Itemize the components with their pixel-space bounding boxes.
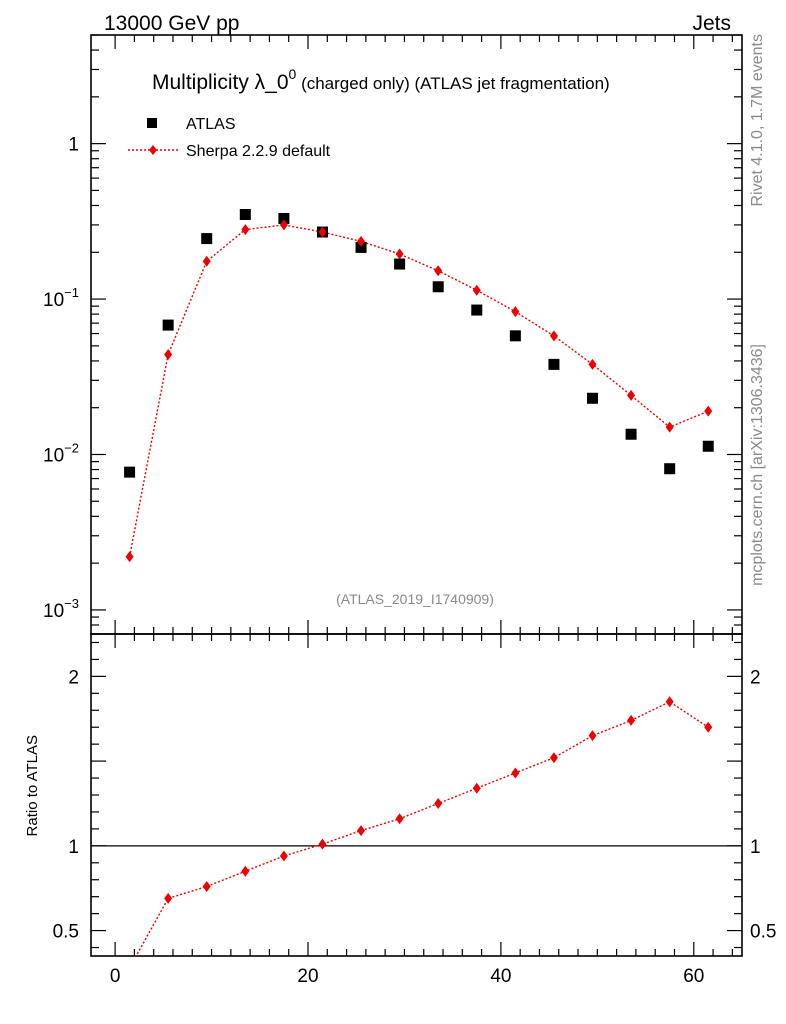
ratio-series	[135, 696, 713, 956]
sherpa-data-point	[549, 330, 558, 342]
main-panel-ticks	[91, 34, 742, 635]
legend-sherpa-label: Sherpa 2.2.9 default	[186, 143, 331, 160]
sherpa-data-point	[357, 235, 366, 247]
main-y-tick-label: 10−2	[43, 440, 79, 466]
ratio-data-point	[241, 865, 250, 877]
ratio-data-point	[627, 714, 636, 726]
main-y-tick-exponent: −3	[64, 596, 79, 611]
main-y-tick-exponent: −1	[64, 285, 79, 300]
sherpa-data-point	[241, 224, 250, 236]
atlas-data-point	[394, 258, 406, 270]
mcplots-label: mcplots.cern.ch [arXiv:1306.3436]	[749, 344, 766, 586]
legend-atlas-marker	[147, 118, 157, 128]
atlas-data-point	[278, 212, 290, 224]
plot-title: Multiplicity λ_00 (charged only) (ATLAS …	[152, 66, 610, 94]
atlas-data-point	[664, 463, 676, 475]
ratio-line	[135, 700, 709, 956]
sherpa-data-point	[665, 421, 674, 433]
main-y-tick-label: 10−3	[43, 596, 79, 622]
atlas-data-point	[587, 392, 599, 404]
ratio-data-point	[357, 825, 366, 837]
x-tick-label: 0	[110, 966, 121, 987]
ratio-data-point	[588, 730, 597, 742]
sherpa-data-point	[511, 306, 520, 318]
main-panel: 110−110−210−3 Multiplicity λ_00 (charged…	[43, 34, 743, 635]
sherpa-data-point	[627, 389, 636, 401]
atlas-data-point	[702, 440, 714, 452]
main-y-tick-base: 1	[68, 135, 79, 156]
ratio-panel-ticks	[91, 634, 742, 956]
ratio-y-tick-label-left: 1	[68, 837, 79, 858]
ratio-y-tick-label-left: 0.5	[53, 922, 79, 943]
ratio-data-point	[511, 767, 520, 779]
sherpa-data-point	[395, 248, 404, 260]
atlas-data-point	[509, 330, 521, 342]
legend-sherpa-marker	[149, 145, 157, 155]
ratio-data-point	[704, 721, 713, 733]
sherpa-data-point	[202, 255, 211, 267]
main-y-tick-label: 1	[68, 135, 79, 156]
plot-title-rest: (charged only) (ATLAS jet fragmentation)	[296, 74, 609, 93]
ratio-y-tick-label-left: 2	[68, 667, 79, 688]
ratio-data-layer	[91, 696, 742, 956]
atlas-data-point	[124, 466, 136, 478]
main-y-tick-exponent: −2	[64, 440, 79, 455]
atlas-data-point	[625, 428, 637, 440]
header-left-label: 13000 GeV pp	[104, 12, 239, 35]
main-y-tick-base: 10	[43, 290, 64, 311]
atlas-data-point	[201, 233, 213, 245]
x-tick-label: 60	[683, 966, 704, 987]
ratio-data-point	[164, 892, 173, 904]
sherpa-data-point	[472, 284, 481, 296]
sherpa-data-point	[279, 219, 288, 231]
main-y-tick-label: 10−1	[43, 285, 79, 311]
plot-title-main: Multiplicity λ_0	[152, 71, 289, 94]
x-tick-labels: 0 20 40 60	[110, 966, 705, 987]
ratio-panel-frame	[90, 633, 743, 957]
sherpa-data-point	[434, 265, 443, 277]
main-y-tick-base: 10	[43, 445, 64, 466]
ratio-data-point	[549, 752, 558, 764]
rivet-version-label: Rivet 4.1.0, 1.7M events	[749, 34, 766, 207]
ratio-data-point	[395, 813, 404, 825]
sherpa-data-point	[164, 348, 173, 360]
ratio-y-tick-label-right: 0.5	[750, 922, 776, 943]
analysis-label: (ATLAS_2019_I1740909)	[336, 591, 494, 607]
sherpa-data-point	[704, 405, 713, 417]
sherpa-data-point	[588, 358, 597, 370]
x-tick-label: 40	[490, 966, 511, 987]
ratio-y-axis-label: Ratio to ATLAS	[24, 735, 41, 836]
atlas-data-point	[548, 358, 560, 370]
atlas-data-point	[432, 281, 444, 293]
ratio-y-tick-label-right: 1	[750, 837, 761, 858]
ratio-data-point	[318, 838, 327, 850]
ratio-data-point	[472, 782, 481, 794]
sherpa-data-point	[318, 226, 327, 238]
atlas-data-point	[239, 209, 251, 221]
sherpa-line	[128, 224, 709, 557]
legend-atlas-label: ATLAS	[186, 116, 236, 133]
atlas-data-point	[355, 241, 367, 253]
legend: ATLAS Sherpa 2.2.9 default	[128, 116, 331, 160]
main-y-tick-base: 10	[43, 601, 64, 622]
x-tick-label: 20	[297, 966, 318, 987]
ratio-data-point	[665, 696, 674, 708]
header-right-label: Jets	[692, 12, 731, 35]
ratio-y-tick-label-right: 2	[750, 667, 761, 688]
main-y-tick-labels: 110−110−210−3	[43, 135, 79, 622]
atlas-data-point	[162, 319, 174, 331]
sherpa-data-point	[125, 551, 134, 563]
ratio-data-point	[279, 850, 288, 862]
ratio-data-point	[434, 797, 443, 809]
atlas-data-point	[471, 304, 483, 316]
main-data-layer	[124, 209, 714, 563]
ratio-y-tick-labels: 2 2 1 1 0.5 0.5	[53, 667, 777, 942]
plot-title-superscript: 0	[289, 66, 297, 82]
ratio-panel: 2 2 1 1 0.5 0.5 Ratio to ATLAS	[24, 633, 777, 957]
ratio-data-point	[202, 881, 211, 893]
